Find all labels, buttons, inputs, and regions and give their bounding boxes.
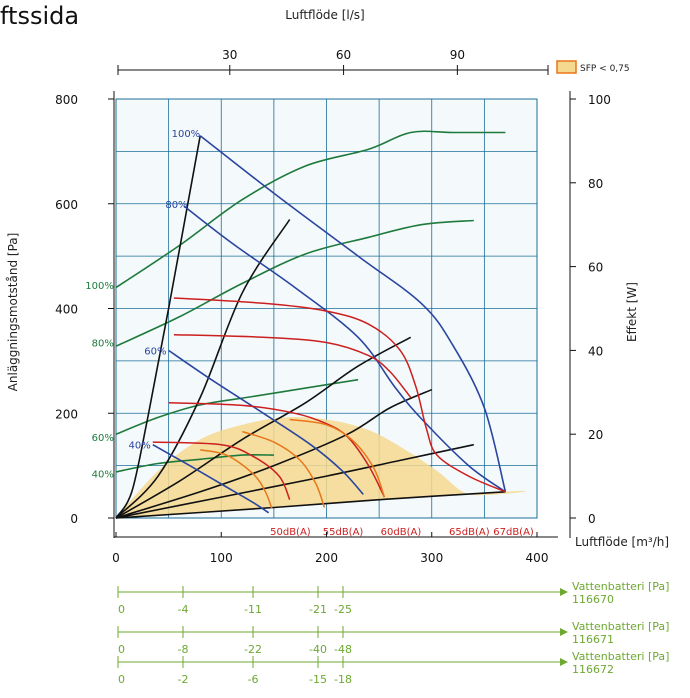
water-battery-tick-label: 0 [118, 643, 125, 656]
water-battery-tick-label: -8 [178, 643, 189, 656]
sound-curve [173, 333, 412, 398]
curve-label: 80% [165, 200, 187, 211]
water-battery-model: 116672 [572, 663, 614, 676]
y-left-tick-label: 200 [55, 407, 78, 421]
sound-curve [173, 297, 506, 493]
y-left-tick-label: 0 [70, 512, 78, 526]
sound-curve [289, 418, 386, 498]
curve-label: 60dB(A) [381, 527, 422, 538]
plot-area: 100% 80% 60% 40% 100% 80% 60% 40% 50dB(A) 55dB(A)… [55, 48, 611, 565]
top-axis-tick-label: 60 [336, 48, 351, 62]
system-curve [115, 135, 201, 519]
water-battery-tick-label: -11 [244, 603, 262, 616]
y-right-label: Effekt [W] [625, 282, 639, 342]
system-curve [115, 491, 506, 519]
water-battery-tick-label: -40 [309, 643, 327, 656]
y-right-tick-label: 0 [588, 512, 596, 526]
water-battery-model: 116671 [572, 633, 614, 646]
water-battery-tick-label: -21 [309, 603, 327, 616]
y-right-tick-label: 100 [588, 93, 611, 107]
top-axis-tick-label: 30 [222, 48, 237, 62]
curve-label: 80% [92, 339, 114, 350]
system-curve [115, 388, 433, 519]
water-battery-tick-label: -2 [178, 673, 189, 686]
y-left-label: Anläggningsmotstånd [Pa] [6, 233, 20, 392]
y-right-tick-label: 80 [588, 177, 603, 191]
curve-label: 55dB(A) [323, 527, 364, 538]
water-battery-tick-label: -48 [334, 643, 352, 656]
water-battery-tick-label: -6 [248, 673, 259, 686]
sfp-region [116, 417, 527, 518]
water-battery-tick-label: -4 [178, 603, 189, 616]
water-battery-arrow [560, 628, 568, 636]
water-battery-model: 116670 [572, 593, 614, 606]
water-battery-arrow [560, 588, 568, 596]
x-axis-tick-label: 300 [420, 551, 443, 565]
water-battery-tick-label: -25 [334, 603, 352, 616]
system-curve [115, 336, 412, 519]
y-right-tick-label: 40 [588, 344, 603, 358]
y-right-tick-label: 60 [588, 261, 603, 275]
x-axis-tick-label: 400 [526, 551, 549, 565]
system-curve [115, 219, 291, 519]
water-battery-label: Vattenbatteri [Pa] [572, 620, 669, 633]
power-curve [115, 378, 359, 435]
water-battery-label: Vattenbatteri [Pa] [572, 650, 669, 663]
water-battery-tick-label: -22 [244, 643, 262, 656]
top-axis-label: Luftflöde [l/s] [285, 8, 365, 22]
water-battery-tick-label: 0 [118, 673, 125, 686]
sound-curve [168, 402, 386, 498]
power-curve [115, 130, 506, 289]
x-axis-label: Luftflöde [m³/h] [575, 535, 669, 549]
sfp-legend-label: SFP < 0,75 [580, 64, 630, 74]
pressure-curve [199, 135, 507, 492]
power-curve [115, 219, 474, 347]
curve-label: 67dB(A) [493, 527, 534, 538]
y-left-tick-label: 400 [55, 303, 78, 317]
x-axis-tick-label: 100 [210, 551, 233, 565]
sfp-legend-swatch [556, 60, 577, 74]
water-battery-tick-label: -18 [334, 673, 352, 686]
top-axis-tick-label: 90 [450, 48, 465, 62]
power-curve [115, 454, 274, 473]
pressure-curve [168, 349, 364, 495]
page-title: ftssida [0, 2, 80, 30]
curve-label: 50dB(A) [270, 527, 311, 538]
sound-curve [152, 441, 291, 501]
curve-label: 40% [92, 469, 114, 480]
y-left-tick-label: 800 [55, 93, 78, 107]
system-curve [115, 443, 474, 519]
water-battery-arrow [560, 658, 568, 666]
curve-label: 60% [92, 433, 114, 444]
x-axis-tick-label: 200 [315, 551, 338, 565]
sfp-legend: SFP < 0,75 [556, 60, 630, 74]
water-battery-tick-label: -15 [309, 673, 327, 686]
sound-curve [242, 430, 326, 508]
curve-label: 60% [144, 346, 166, 357]
pressure-curve [152, 444, 270, 514]
water-battery-label: Vattenbatteri [Pa] [572, 580, 669, 593]
curve-label: 65dB(A) [449, 527, 490, 538]
curve-label: 100% [172, 129, 201, 140]
x-axis-tick-label: 0 [112, 551, 120, 565]
y-right-tick-label: 20 [588, 428, 603, 442]
sound-curve [200, 449, 273, 509]
curve-label: 40% [128, 441, 150, 452]
curve-label: 100% [85, 281, 114, 292]
water-battery-tick-label: 0 [118, 603, 125, 616]
y-left-tick-label: 600 [55, 198, 78, 212]
